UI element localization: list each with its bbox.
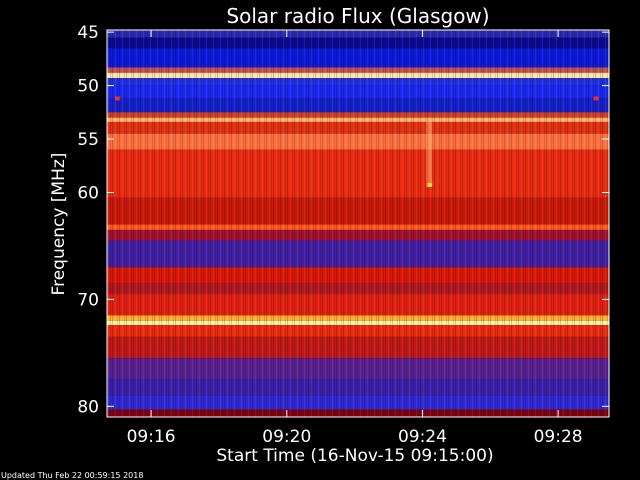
x-axis-label: Start Time (16-Nov-15 09:15:00): [216, 446, 493, 466]
y-tick-label-2: 55: [77, 130, 99, 150]
x-axis: 09:16 09:20 09:24 09:28: [127, 30, 583, 447]
plot-frame: [106, 29, 610, 418]
spectrogram-noise-overlay: [107, 30, 609, 417]
chart-title: Solar radio Flux (Glasgow): [226, 4, 489, 28]
y-tick-label-1: 50: [77, 77, 99, 97]
x-tick-label-0: 09:16: [127, 427, 176, 447]
x-tick-label-1: 09:20: [262, 427, 311, 447]
y-tick-label-3: 60: [77, 183, 99, 203]
y-tick-label-5: 80: [77, 397, 99, 417]
y-tick-label-0: 45: [77, 23, 99, 43]
y-axis-label: Frequency [MHz]: [49, 153, 69, 296]
x-tick-label-3: 09:28: [534, 427, 583, 447]
y-tick-label-4: 70: [77, 290, 99, 310]
x-tick-label-2: 09:24: [398, 427, 447, 447]
updated-timestamp: Updated Thu Feb 22 00:59:15 2018: [1, 471, 143, 480]
y-axis: 45 50 55 60 70 80: [77, 23, 609, 417]
